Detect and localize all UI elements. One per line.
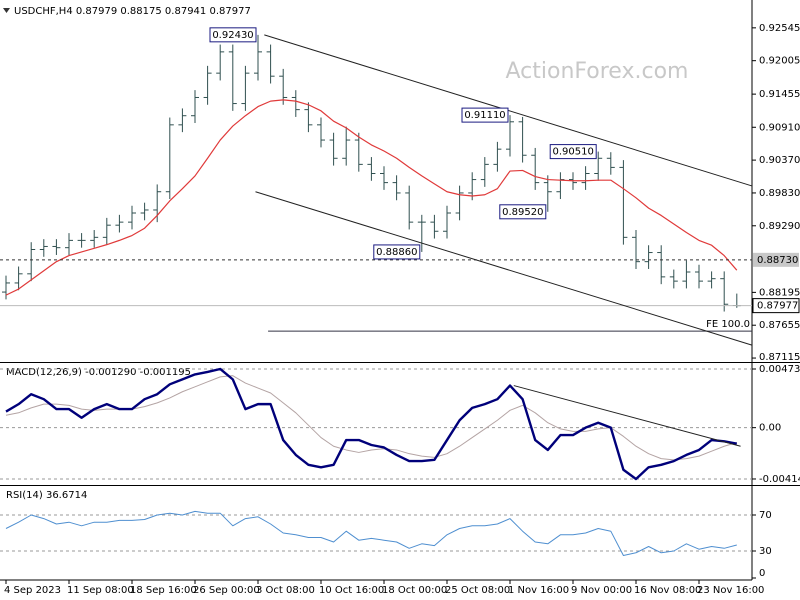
price-label-box	[752, 298, 800, 314]
trend-line	[513, 385, 741, 447]
annotation-box	[499, 204, 547, 220]
y-tick-label: 0.87655	[759, 320, 800, 331]
x-tick-label: 23 Nov 16:00	[697, 585, 764, 596]
panel-title: RSI(14) 36.6714	[6, 490, 87, 501]
panel-title: MACD(12,26,9) -0.001290 -0.001195	[6, 367, 191, 378]
y-tick-label: 0.87115	[759, 352, 800, 363]
moving-average	[5, 99, 738, 296]
annotation-box	[549, 144, 597, 160]
y-tick-label: 70	[759, 510, 772, 521]
watermark: ActionForex.com	[506, 59, 689, 84]
menu-icon	[3, 8, 10, 13]
y-tick-label: 30	[759, 546, 772, 557]
x-tick-label: 4 Sep 2023	[4, 585, 61, 596]
x-tick-label: 16 Nov 08:00	[634, 585, 701, 596]
y-tick-label: 0.89830	[759, 188, 800, 199]
y-tick-label: 0.88195	[759, 287, 800, 298]
x-tick-label: 9 Nov 00:00	[571, 585, 632, 596]
x-tick-label: 10 Oct 16:00	[319, 585, 384, 596]
y-tick-label: 0.91455	[759, 89, 800, 100]
y-tick-label: 0.92005	[759, 56, 800, 67]
level-label-box	[753, 252, 799, 267]
y-tick-label: 0.89290	[759, 221, 800, 232]
y-tick-label: -0.004144	[759, 474, 800, 485]
chart-title: USDCHF,H4 0.87979 0.88175 0.87941 0.8797…	[14, 6, 251, 17]
y-tick-label: 0.90370	[759, 155, 800, 166]
y-tick-label: 0.004738	[759, 364, 800, 375]
x-tick-label: 3 Oct 08:00	[256, 585, 315, 596]
annotation-label: 0.92430	[212, 30, 253, 41]
annotation-label: 0.91110	[464, 110, 505, 121]
x-tick-label: 11 Sep 08:00	[67, 585, 134, 596]
annotation-box	[373, 244, 421, 260]
fe-label: FE 100.0	[706, 319, 750, 330]
annotation-label: 0.89520	[502, 207, 543, 218]
x-tick-label: 1 Nov 16:00	[508, 585, 569, 596]
y-tick-label: 0.92545	[759, 23, 800, 34]
trend-line	[255, 191, 753, 346]
annotation-box	[461, 107, 509, 123]
y-tick-label: 0.00	[759, 423, 781, 434]
macd-line	[5, 367, 738, 481]
rsi-line	[5, 510, 737, 556]
level-label: 0.88730	[757, 255, 798, 266]
x-tick-label: 18 Sep 16:00	[130, 585, 197, 596]
annotation-box	[209, 27, 257, 43]
x-tick-label: 25 Oct 08:00	[445, 585, 510, 596]
x-tick-label: 18 Oct 00:00	[382, 585, 447, 596]
x-tick-label: 26 Sep 00:00	[193, 585, 260, 596]
price-label: 0.87977	[757, 301, 798, 312]
annotation-label: 0.88860	[376, 247, 417, 258]
annotation-label: 0.90510	[553, 147, 594, 158]
y-tick-label: 0.90910	[759, 122, 800, 133]
y-tick-label: 0	[759, 568, 765, 579]
